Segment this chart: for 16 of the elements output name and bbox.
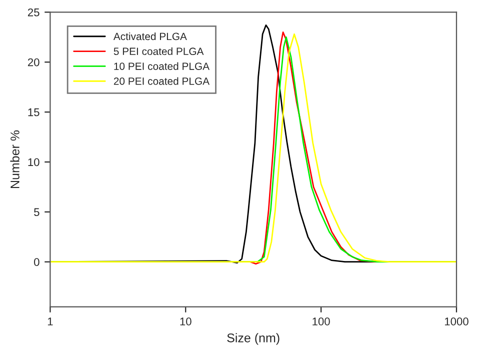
y-tick-label: 20 — [28, 58, 40, 66]
x-tick-label: 1000 — [444, 318, 468, 326]
legend-label: Activated PLGA — [113, 32, 187, 40]
x-tick-label: 100 — [312, 318, 330, 326]
y-axis-title: Number % — [10, 130, 20, 188]
y-tick-label: 0 — [34, 258, 40, 266]
legend-label: 10 PEI coated PLGA — [114, 62, 210, 70]
y-tick-label: 25 — [28, 8, 40, 16]
x-axis-title: Size (nm) — [227, 333, 280, 345]
y-tick-label: 15 — [28, 108, 40, 116]
x-tick-label: 1 — [48, 318, 53, 326]
legend-label: 5 PEI coated PLGA — [114, 47, 204, 56]
x-tick-label: 10 — [180, 318, 192, 326]
legend-label: 20 PEI coated PLGA — [114, 77, 210, 85]
y-tick-label: 5 — [34, 208, 40, 216]
y-tick-label: 10 — [28, 158, 40, 166]
